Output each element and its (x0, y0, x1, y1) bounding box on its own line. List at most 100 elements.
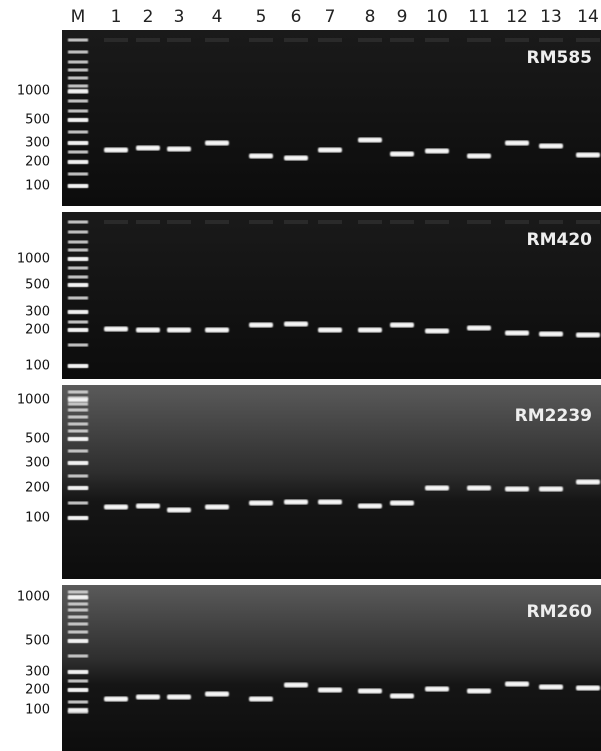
dna-band (467, 153, 491, 159)
well (249, 220, 273, 224)
dna-band (390, 693, 414, 699)
lane-label: 7 (325, 7, 336, 27)
dna-band (136, 145, 160, 151)
dna-band (104, 326, 128, 332)
size-label: 500 (25, 432, 50, 447)
gel-panel: 1000 500 300 200 100 RM260 (17, 585, 601, 751)
ladder-band (68, 68, 88, 72)
lane-label: 4 (212, 7, 223, 27)
ladder-band (68, 172, 88, 176)
dna-band (205, 327, 229, 333)
size-label: 1000 (17, 84, 50, 99)
ladder-band-bright (68, 398, 88, 402)
ladder-band (68, 150, 88, 154)
ladder-band (68, 130, 88, 134)
dna-band (358, 688, 382, 694)
ladder-band (68, 622, 88, 626)
ladder-band-bright (68, 141, 88, 145)
ladder-band (68, 449, 88, 453)
ladder-band (68, 266, 88, 270)
ladder-band (68, 230, 88, 234)
size-label: 300 (25, 136, 50, 151)
ladder-band-bright (68, 639, 88, 643)
dna-band (390, 151, 414, 157)
lane-label: 2 (143, 7, 154, 27)
dna-band (539, 486, 563, 492)
ladder-band (68, 408, 88, 412)
dna-band (539, 684, 563, 690)
dna-band (284, 682, 308, 688)
ladder-band-bright (68, 364, 88, 368)
ladder-band-bright (68, 89, 88, 93)
dna-band (576, 479, 600, 485)
ladder-band-bright (68, 184, 88, 188)
dna-band (425, 686, 449, 692)
gel-panel: 1000 500 300 200 100 RM420 (17, 212, 601, 379)
lane-label: 1 (111, 7, 122, 27)
size-label: 200 (25, 683, 50, 698)
ladder-band-bright (68, 437, 88, 441)
dna-band (505, 330, 529, 336)
lane-label: 8 (365, 7, 376, 27)
dna-band (425, 328, 449, 334)
dna-band (104, 696, 128, 702)
gel-panel: 1000 500 300 200 100 RM585 (17, 30, 601, 206)
size-label: 300 (25, 665, 50, 680)
well (539, 220, 563, 224)
dna-band (249, 500, 273, 506)
gel-background (62, 30, 601, 206)
ladder-band (68, 99, 88, 103)
well (284, 220, 308, 224)
well (318, 38, 342, 42)
dna-band (425, 148, 449, 154)
lane-label: 10 (426, 7, 448, 27)
dna-band (205, 691, 229, 697)
dna-band (539, 143, 563, 149)
dna-band (539, 331, 563, 337)
ladder-band (68, 608, 88, 612)
well (167, 220, 191, 224)
marker-name: RM420 (527, 230, 593, 250)
dna-band (425, 485, 449, 491)
ladder-band-bright (68, 461, 88, 465)
well (467, 220, 491, 224)
dna-band (505, 486, 529, 492)
dna-band (167, 694, 191, 700)
ladder-band (68, 415, 88, 419)
dna-band (284, 499, 308, 505)
dna-band (358, 327, 382, 333)
dna-band (249, 696, 273, 702)
ladder-band (68, 76, 88, 80)
gel-panel: 1000 500 300 200 100 RM2239 (17, 385, 601, 579)
dna-band (318, 327, 342, 333)
gel-background (62, 212, 601, 379)
well (358, 220, 382, 224)
dna-band (467, 325, 491, 331)
ladder-band-bright (68, 283, 88, 287)
ladder-band (68, 50, 88, 54)
dna-band (136, 503, 160, 509)
size-label: 100 (25, 703, 50, 718)
well (467, 38, 491, 42)
size-label: 200 (25, 155, 50, 170)
size-label: 200 (25, 323, 50, 338)
dna-band (284, 321, 308, 327)
well (104, 38, 128, 42)
dna-band (167, 507, 191, 513)
well (539, 38, 563, 42)
ladder-band-bright (68, 160, 88, 164)
size-label: 100 (25, 359, 50, 374)
ladder-band (68, 248, 88, 252)
dna-band (284, 155, 308, 161)
well (576, 220, 600, 224)
dna-band (390, 322, 414, 328)
ladder-band-bright (68, 688, 88, 692)
size-label: 500 (25, 634, 50, 649)
dna-band (467, 688, 491, 694)
well (390, 220, 414, 224)
size-label: 1000 (17, 252, 50, 267)
ladder-band (68, 402, 88, 406)
lane-label: 12 (506, 7, 528, 27)
dna-band (390, 500, 414, 506)
